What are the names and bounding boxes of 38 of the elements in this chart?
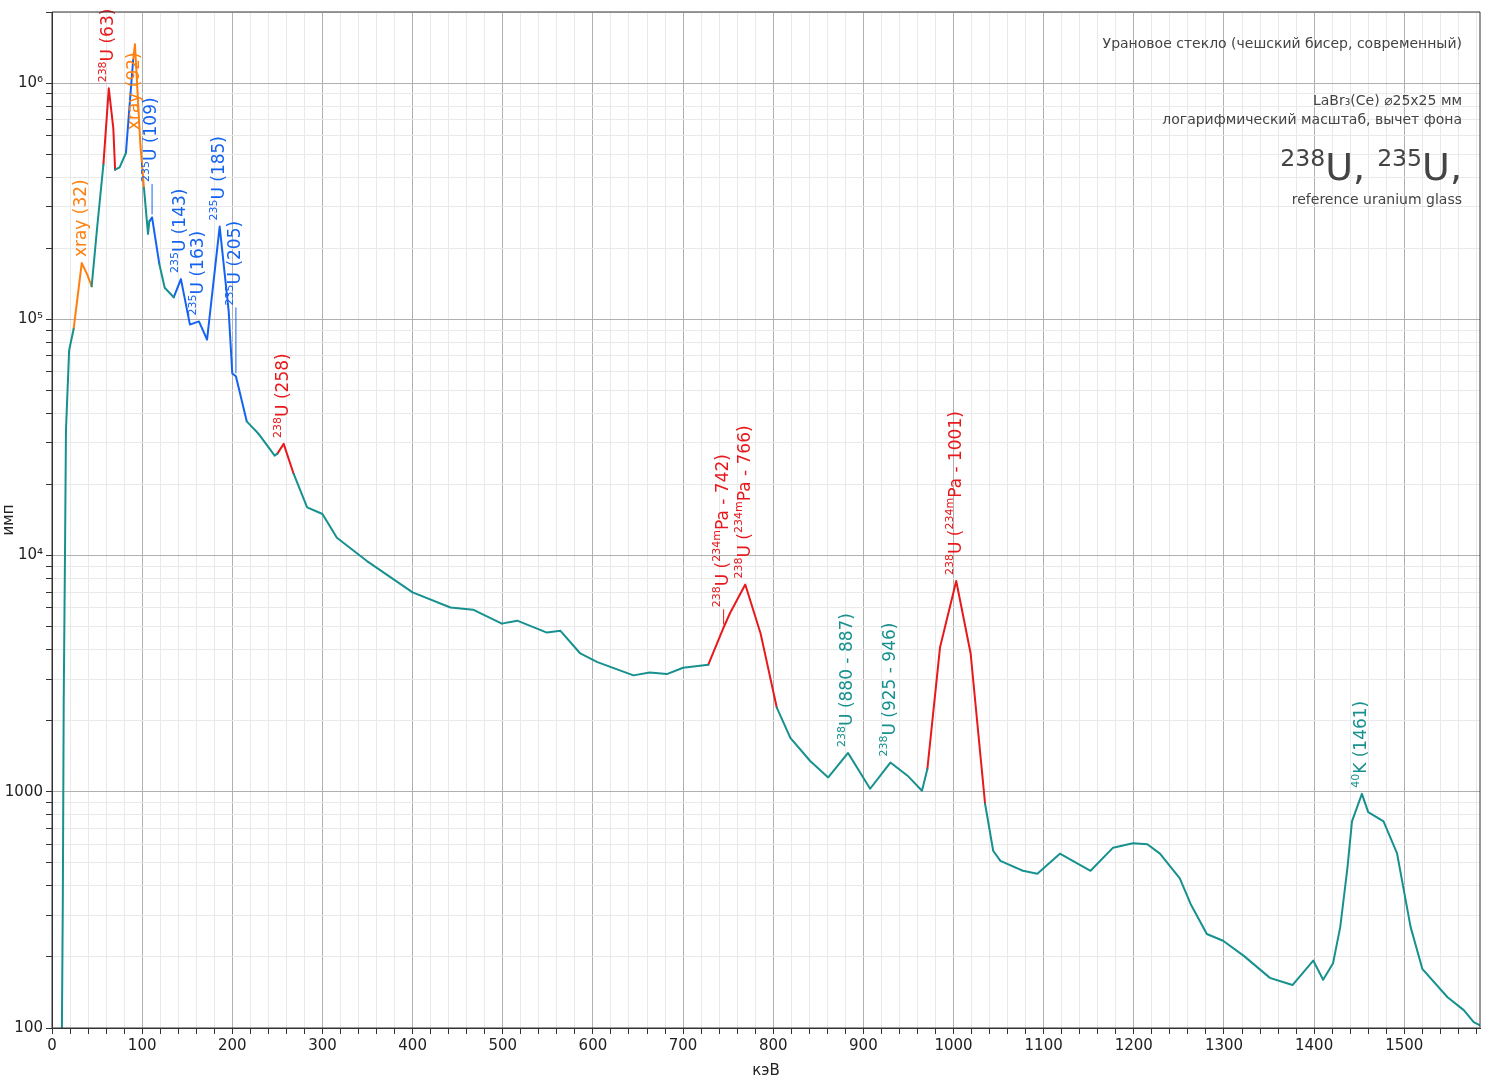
x-tick-label: 1300 xyxy=(1204,1035,1244,1054)
x-tick-label: 1500 xyxy=(1385,1035,1424,1054)
x-tick-label: 0 xyxy=(47,1035,57,1054)
x-tick-label: 300 xyxy=(308,1035,337,1054)
x-tick-label: 1200 xyxy=(1114,1035,1153,1054)
annotation: 235U (185) xyxy=(206,136,229,221)
annotation: 238U (63) xyxy=(95,8,118,83)
x-tick-label: 1000 xyxy=(934,1035,973,1054)
y-axis-title: имп xyxy=(0,504,17,536)
text: Урановое стекло (чешский бисер, современный) xyxy=(1102,34,1462,53)
x-axis-title: кэВ xyxy=(752,1060,780,1079)
x-tick-label: 100 xyxy=(127,1035,157,1054)
annotation: 238U (234mPa - 1001) xyxy=(943,411,965,576)
annotation: xray (32) xyxy=(70,179,91,258)
x-tick-label: 500 xyxy=(488,1035,518,1054)
annotation: 238U (258) xyxy=(270,353,293,438)
x-tick-label: 900 xyxy=(849,1035,878,1054)
x-tick-label: 1400 xyxy=(1295,1035,1334,1054)
annotation: reference uranium glass xyxy=(1290,189,1462,209)
y-tick-label: 1000 xyxy=(4,781,43,800)
y-tick-label: 10⁴ xyxy=(17,545,43,564)
annotation: логарифмический масштаб, вычет фона xyxy=(1161,110,1462,129)
annotation: 238U (880 - 887) xyxy=(834,613,857,747)
x-tick-label: 700 xyxy=(668,1035,698,1054)
annotation: $^{238}$U, $^{235}$U, xyxy=(1279,143,1462,190)
annotation: 238U (234mPa - 766) xyxy=(732,425,754,579)
annotation: 238U (925 - 946) xyxy=(877,622,899,757)
x-tick-label: 200 xyxy=(217,1035,247,1054)
x-tick-label: 1100 xyxy=(1024,1035,1063,1054)
text: LaBr₃(Ce) ⌀25x25 мм xyxy=(1311,91,1462,110)
x-tick-label: 400 xyxy=(398,1035,427,1054)
y-tick-label: 10⁵ xyxy=(17,309,43,328)
x-tick-label: 800 xyxy=(758,1035,788,1054)
annotation: 40K (1461) xyxy=(1348,700,1371,788)
annotation: 238U (234mPa - 742) xyxy=(710,454,733,608)
y-tick-label: 10⁶ xyxy=(17,73,43,91)
x-tick-label: 600 xyxy=(578,1035,608,1054)
y-tick-label: 100 xyxy=(14,1017,43,1036)
